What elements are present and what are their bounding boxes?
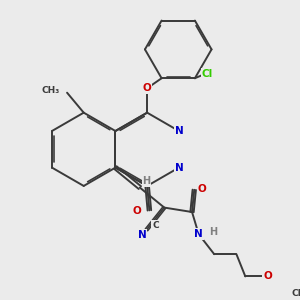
Text: H: H	[142, 176, 151, 186]
Text: N: N	[138, 230, 146, 240]
Text: O: O	[143, 83, 152, 93]
Text: N: N	[175, 126, 183, 136]
Text: O: O	[198, 184, 206, 194]
Text: H: H	[209, 227, 217, 237]
Text: CH₃: CH₃	[41, 86, 59, 95]
Text: C: C	[152, 221, 159, 230]
Text: CH₃: CH₃	[292, 289, 300, 298]
Text: N: N	[194, 229, 203, 239]
Text: N: N	[175, 163, 183, 172]
Text: Cl: Cl	[202, 69, 213, 79]
Text: O: O	[133, 206, 142, 217]
Text: O: O	[263, 272, 272, 281]
